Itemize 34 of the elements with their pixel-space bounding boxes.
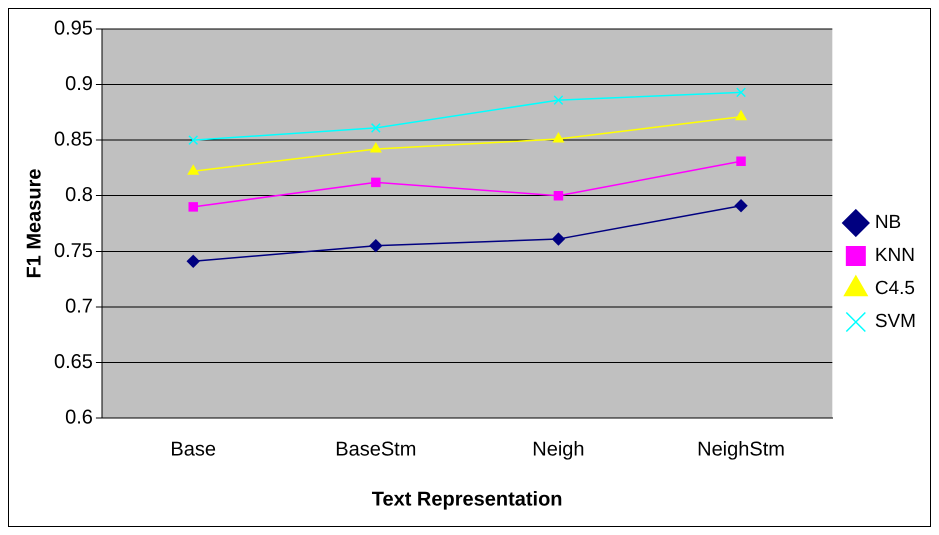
x-tick-label: Neigh — [532, 438, 585, 461]
y-tick-label: 0.95 — [54, 18, 93, 40]
y-tick-label: 0.6 — [65, 406, 93, 429]
point — [736, 87, 746, 98]
legend-label: C4.5 — [874, 278, 915, 300]
x-tick-label: Base — [170, 438, 216, 461]
legend-label: SVM — [874, 311, 916, 332]
y-tick-label: 0.7 — [65, 295, 93, 318]
point — [188, 164, 199, 175]
point — [371, 178, 381, 188]
point — [369, 239, 382, 252]
legend-label: NB — [874, 212, 902, 234]
point — [735, 110, 747, 120]
x-axis-title: Text Representation — [372, 488, 563, 511]
point — [188, 202, 198, 212]
point — [553, 95, 564, 106]
point — [188, 135, 198, 146]
y-tick-label: 0.65 — [54, 350, 93, 373]
point — [736, 156, 746, 166]
x-tick-label: BaseStm — [335, 438, 416, 461]
y-tick-label: 0.8 — [65, 184, 93, 206]
point — [734, 199, 748, 212]
y-tick-label: 0.85 — [54, 128, 93, 151]
point — [370, 122, 381, 133]
x-tick-label: NeighStm — [697, 438, 785, 461]
point — [552, 232, 565, 246]
y-axis-title: F1 Measure — [24, 168, 46, 279]
y-tick-label: 0.75 — [54, 240, 93, 262]
point — [552, 132, 564, 143]
point — [370, 142, 382, 153]
legend-label: KNN — [874, 245, 915, 266]
point — [186, 254, 200, 268]
point — [554, 190, 564, 200]
y-tick-label: 0.9 — [65, 73, 93, 96]
